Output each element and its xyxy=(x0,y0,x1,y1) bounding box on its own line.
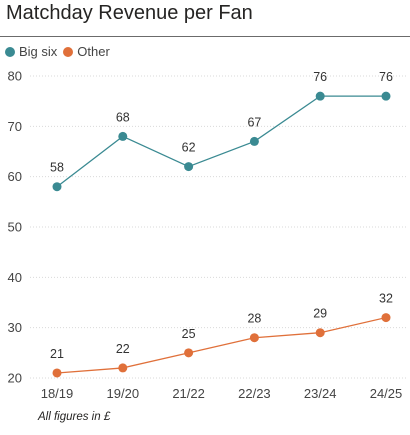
x-tick-label-19-20: 19/20 xyxy=(107,386,140,401)
x-tick-label-21-22: 21/22 xyxy=(172,386,205,401)
data-point-other-2 xyxy=(184,348,194,358)
y-tick-label-50: 50 xyxy=(8,220,22,235)
legend-label-big-six: Big six xyxy=(19,44,58,59)
y-tick-label-20: 20 xyxy=(8,371,22,386)
data-point-other-3 xyxy=(249,333,259,343)
chart-title: Matchday Revenue per Fan xyxy=(6,2,253,24)
data-label-other-4: 29 xyxy=(313,307,327,321)
data-label-big-six-3: 67 xyxy=(247,115,261,129)
legend-item-other: Other xyxy=(63,44,110,59)
data-label-other-2: 25 xyxy=(182,327,196,341)
data-point-big-six-4 xyxy=(315,91,325,101)
x-tick-label-18-19: 18/19 xyxy=(41,386,74,401)
data-label-big-six-4: 76 xyxy=(313,70,327,84)
legend-label-other: Other xyxy=(77,44,110,59)
footnote: All figures in £ xyxy=(38,411,111,423)
y-tick-label-80: 80 xyxy=(8,69,22,84)
data-point-big-six-2 xyxy=(184,162,194,172)
title-divider xyxy=(0,36,410,37)
data-label-other-1: 22 xyxy=(116,342,130,356)
series-line-big-six xyxy=(56,95,386,188)
legend-swatch-other xyxy=(63,46,74,57)
data-label-big-six-2: 62 xyxy=(182,141,196,155)
x-tick-label-23-24: 23/24 xyxy=(304,386,337,401)
data-label-big-six-5: 76 xyxy=(379,70,393,84)
data-label-other-3: 28 xyxy=(247,312,261,326)
data-point-other-0 xyxy=(52,368,62,378)
data-point-big-six-1 xyxy=(118,131,128,141)
data-point-big-six-3 xyxy=(249,136,259,146)
y-tick-label-70: 70 xyxy=(8,119,22,134)
data-point-big-six-0 xyxy=(52,182,62,192)
legend-swatch-big-six xyxy=(5,46,15,57)
data-point-other-5 xyxy=(381,313,391,323)
data-point-other-4 xyxy=(315,328,325,338)
x-tick-label-24-25: 24/25 xyxy=(370,386,403,401)
y-tick-label-40: 40 xyxy=(8,270,22,285)
x-tick-label-22-23: 22/23 xyxy=(238,386,271,401)
data-label-big-six-1: 68 xyxy=(116,110,130,124)
data-label-other-0: 21 xyxy=(50,347,64,361)
legend-item-big-six: Big six xyxy=(5,44,57,59)
data-point-big-six-5 xyxy=(381,91,391,101)
data-label-big-six-0: 58 xyxy=(50,161,64,175)
data-point-other-1 xyxy=(118,363,128,373)
legend: Big six Other xyxy=(5,44,116,59)
y-tick-label-60: 60 xyxy=(8,169,22,184)
y-tick-label-30: 30 xyxy=(8,320,22,335)
data-label-other-5: 32 xyxy=(379,292,393,306)
series-line-other xyxy=(56,316,387,374)
